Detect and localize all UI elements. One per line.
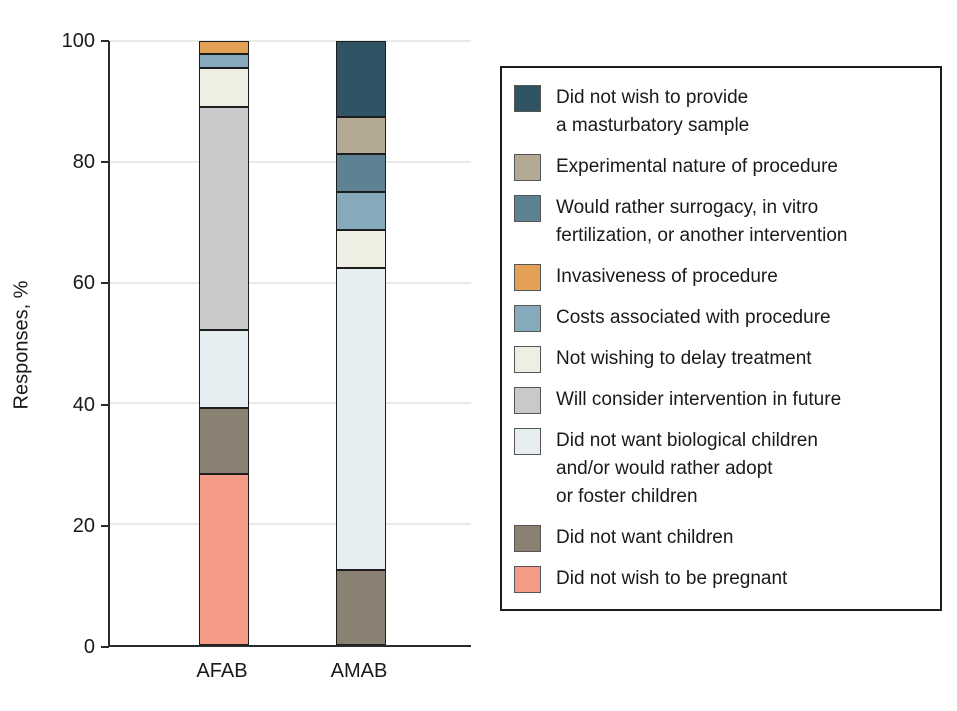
gridline bbox=[110, 402, 471, 405]
y-tick-mark bbox=[101, 282, 109, 285]
bar-segment bbox=[199, 329, 249, 409]
legend-swatch bbox=[514, 525, 541, 552]
legend-label: Experimental nature of procedure bbox=[556, 156, 838, 177]
y-tick-mark bbox=[101, 403, 109, 406]
y-tick-mark bbox=[101, 524, 109, 527]
y-tick-mark bbox=[101, 40, 109, 42]
legend-swatch bbox=[514, 195, 541, 222]
legend-item: Experimental nature of procedure bbox=[514, 153, 926, 181]
legend-item: Not wishing to delay treatment bbox=[514, 345, 926, 373]
legend-swatch bbox=[514, 566, 541, 593]
bar-segment bbox=[199, 106, 249, 330]
legend-item: Would rather surrogacy, in vitro fertiliz… bbox=[514, 194, 926, 250]
gridline bbox=[110, 523, 471, 526]
y-tick-label: 80 bbox=[72, 151, 95, 174]
bar-segment bbox=[336, 569, 386, 645]
bar-segment bbox=[336, 41, 386, 117]
legend-item: Did not wish to provide a masturbatory sa… bbox=[514, 84, 926, 140]
gridline bbox=[110, 281, 471, 284]
y-tick-label: 0 bbox=[83, 636, 95, 658]
legend-label: Costs associated with procedure bbox=[556, 307, 831, 328]
legend-swatch bbox=[514, 154, 541, 181]
legend-swatch bbox=[514, 305, 541, 332]
bar-segment bbox=[199, 41, 249, 55]
legend-label: Would rather surrogacy, in vitro fertiliz… bbox=[556, 197, 848, 246]
legend: Did not wish to provide a masturbatory sa… bbox=[500, 66, 942, 611]
y-axis: 0 20 40 60 80 100 bbox=[0, 31, 109, 657]
bar-segment bbox=[199, 408, 249, 475]
legend-label: Did not want children bbox=[556, 527, 734, 548]
legend-item: Will consider intervention in future bbox=[514, 386, 926, 414]
y-tick-label: 100 bbox=[61, 30, 95, 52]
y-tick-mark bbox=[101, 161, 109, 164]
legend-swatch bbox=[514, 85, 541, 112]
legend-label: Did not wish to be pregnant bbox=[556, 568, 788, 589]
legend-swatch bbox=[514, 428, 541, 455]
legend-label: Did not want biological children and/or w… bbox=[556, 430, 818, 507]
legend-label: Not wishing to delay treatment bbox=[556, 348, 812, 369]
bar-segment bbox=[336, 192, 386, 230]
x-tick-label-amab: AMAB bbox=[330, 660, 388, 682]
legend-label: Will consider intervention in future bbox=[556, 389, 842, 410]
x-tick-label-afab: AFAB bbox=[196, 660, 248, 682]
legend-item: Invasiveness of procedure bbox=[514, 263, 926, 291]
stacked-bar-afab bbox=[199, 41, 249, 645]
plot-area bbox=[108, 40, 471, 647]
legend-swatch bbox=[514, 387, 541, 414]
legend-swatch bbox=[514, 346, 541, 373]
legend-item: Costs associated with procedure bbox=[514, 304, 926, 332]
bar-segment bbox=[336, 154, 386, 192]
legend-swatch bbox=[514, 264, 541, 291]
legend-label: Did not wish to provide a masturbatory sa… bbox=[556, 87, 750, 136]
legend-item: Did not want children bbox=[514, 524, 926, 552]
bar-segment bbox=[336, 229, 386, 268]
y-tick-mark bbox=[101, 646, 109, 648]
y-tick-label: 20 bbox=[72, 514, 95, 537]
gridline bbox=[110, 40, 471, 42]
legend-item: Did not wish to be pregnant bbox=[514, 565, 926, 593]
bar-segment bbox=[199, 474, 249, 645]
bar-segment bbox=[336, 116, 386, 155]
legend-item: Did not want biological children and/or w… bbox=[514, 427, 926, 511]
bar-segment bbox=[199, 54, 249, 68]
gridline bbox=[110, 160, 471, 163]
y-tick-label: 60 bbox=[72, 272, 95, 295]
bar-segment bbox=[336, 267, 386, 570]
bar-segment bbox=[199, 67, 249, 107]
y-tick-label: 40 bbox=[72, 393, 95, 416]
stacked-bar-amab bbox=[336, 41, 386, 645]
legend-label: Invasiveness of procedure bbox=[556, 266, 778, 287]
